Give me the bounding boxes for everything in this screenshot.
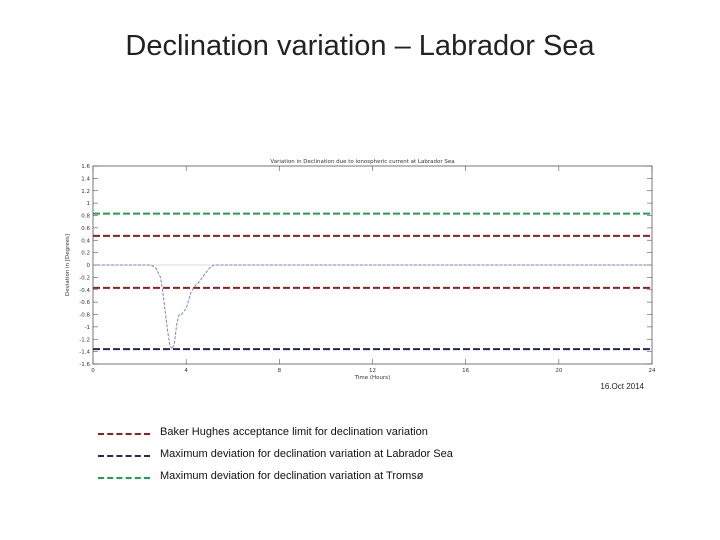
legend-label: Maximum deviation for declination variat… <box>160 470 424 482</box>
legend-item-tromso: Maximum deviation for declination variat… <box>98 470 518 492</box>
y-tick-label: -1.6 <box>79 362 90 368</box>
y-tick-label: -0.6 <box>79 300 90 306</box>
y-tick-label: -0.8 <box>79 313 90 319</box>
y-axis-label: Deviation in [Degrees] <box>65 234 71 296</box>
y-tick-label: -0.2 <box>79 275 90 281</box>
y-tick-label: 0.2 <box>81 251 90 257</box>
y-tick-label: -1.2 <box>79 337 90 343</box>
series-line <box>93 264 652 351</box>
legend-label: Baker Hughes acceptance limit for declin… <box>160 426 428 438</box>
y-tick-label: 1 <box>87 201 91 207</box>
x-tick-label: 4 <box>184 368 188 374</box>
x-tick-label: 0 <box>91 368 95 374</box>
x-tick-label: 12 <box>369 368 376 374</box>
legend-item-acceptance: Baker Hughes acceptance limit for declin… <box>98 426 518 448</box>
y-tick-label: 1.4 <box>81 176 90 182</box>
legend-swatch-navy <box>98 455 150 457</box>
x-axis-label: Time (Hours) <box>354 375 391 381</box>
y-tick-label: 1.6 <box>81 164 90 170</box>
y-tick-label: 0.8 <box>81 214 90 220</box>
y-tick-label: -1.4 <box>79 350 90 356</box>
x-tick-label: 16 <box>462 368 469 374</box>
legend: Baker Hughes acceptance limit for declin… <box>98 426 518 492</box>
x-tick-label: 20 <box>555 368 562 374</box>
slide-title: Declination variation – Labrador Sea <box>125 30 595 62</box>
y-tick-label: 0.4 <box>81 238 90 244</box>
legend-label: Maximum deviation for declination variat… <box>160 448 453 460</box>
date-label: 16.Oct 2014 <box>600 382 644 391</box>
plot-title: Variation in Declination due to ionosphe… <box>270 159 454 165</box>
y-tick-label: -0.4 <box>79 288 90 294</box>
y-tick-label: 0 <box>87 263 91 269</box>
legend-swatch-green <box>98 477 150 479</box>
y-tick-label: 1.2 <box>81 189 90 195</box>
x-tick-label: 8 <box>278 368 282 374</box>
y-tick-label: 0.6 <box>81 226 90 232</box>
x-tick-label: 24 <box>649 368 656 374</box>
legend-item-labrador: Maximum deviation for declination variat… <box>98 448 518 470</box>
legend-swatch-red <box>98 433 150 435</box>
y-tick-label: -1 <box>85 325 90 331</box>
